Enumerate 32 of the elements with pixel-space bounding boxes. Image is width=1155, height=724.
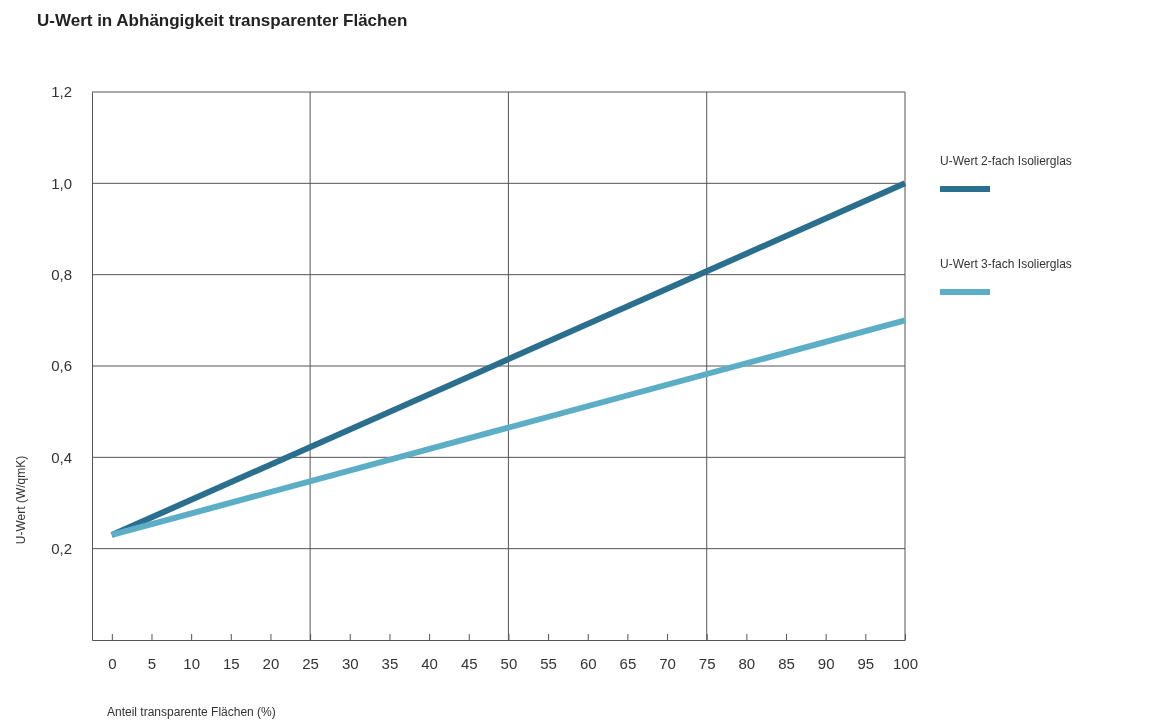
x-tick-label: 65 [619, 654, 637, 672]
x-tick-label: 5 [147, 654, 157, 672]
x-tick-label: 100 [892, 654, 919, 672]
x-tick-label: 90 [817, 654, 835, 672]
x-tick-label: 50 [500, 654, 518, 672]
x-tick-label: 35 [381, 654, 399, 672]
x-tick-label: 0 [108, 654, 117, 672]
y-tick-label: 0,8 [51, 265, 72, 283]
y-tick-label: 1,2 [51, 83, 72, 101]
x-tick-label: 25 [302, 654, 319, 672]
x-tick-label: 15 [222, 654, 240, 672]
y-tick-label: 0,6 [51, 357, 72, 375]
text: U-Wert 3-fach Isolierglas [940, 257, 1072, 271]
y-axis-title: U-Wert (W/qmK) [14, 455, 28, 545]
x-tick-label: 30 [341, 654, 359, 672]
text: U-Wert 2-fach Isolierglas [940, 154, 1072, 168]
x-tick-label: 55 [540, 654, 557, 672]
x-tick-label: 80 [738, 654, 756, 672]
x-tick-label: 85 [778, 654, 795, 672]
x-tick-label: 75 [698, 654, 716, 672]
chart-title: U-Wert in Abhängigkeit transparenter Flächen [37, 11, 408, 30]
x-tick-label: 45 [460, 654, 478, 672]
x-tick-label: 20 [262, 654, 280, 672]
x-tick-label: 60 [579, 654, 597, 672]
y-tick-label: 1,0 [51, 174, 72, 192]
y-tick-label: 0,2 [51, 539, 72, 557]
x-tick-label: 40 [421, 654, 438, 672]
x-tick-label: 10 [183, 654, 200, 672]
x-tick-label: 95 [857, 654, 875, 672]
x-axis-title: Anteil transparente Flächen (%) [107, 705, 276, 719]
x-tick-label: 70 [659, 654, 676, 672]
y-tick-label: 0,4 [51, 448, 72, 466]
